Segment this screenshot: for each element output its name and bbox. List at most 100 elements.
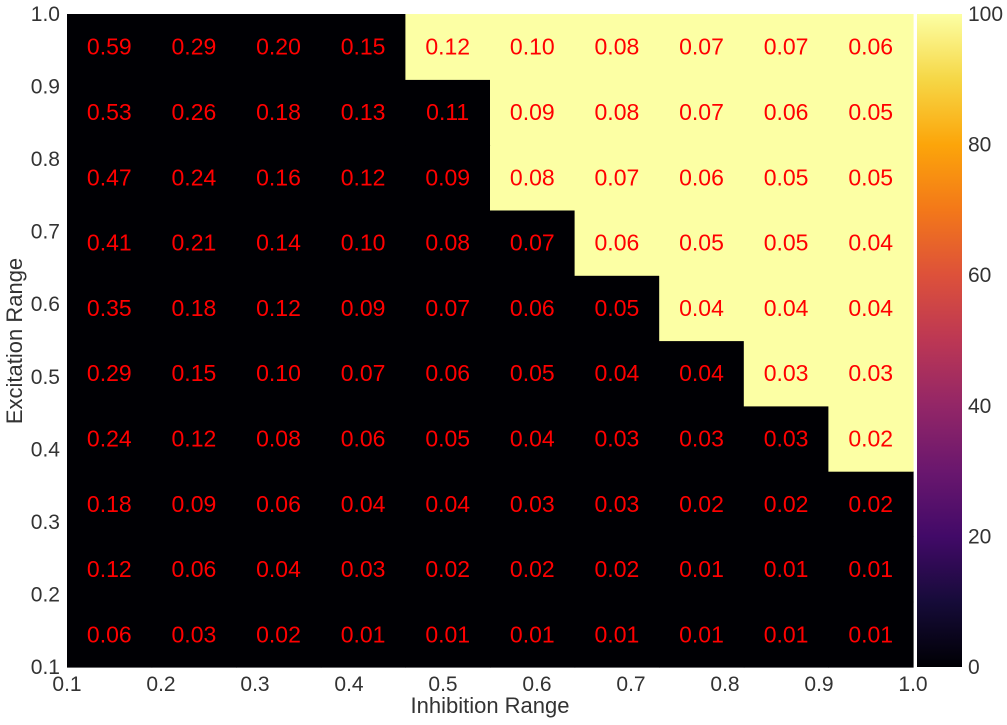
cell-value-label: 0.24 — [87, 425, 132, 451]
colorbar-tick-label: 80 — [968, 134, 991, 157]
cell-value-label: 0.29 — [87, 360, 132, 386]
cell-value-label: 0.59 — [87, 34, 132, 60]
heatmap-cell — [490, 471, 576, 537]
cell-value-label: 0.08 — [425, 230, 470, 256]
heatmap-cell — [151, 340, 237, 407]
cell-value-label: 0.05 — [510, 360, 555, 386]
cell-value-label: 0.03 — [510, 491, 555, 517]
heatmap-cell — [574, 340, 660, 407]
heatmap-cell — [236, 405, 322, 472]
heatmap-cell — [574, 79, 660, 146]
x-tick-label: 0.1 — [52, 673, 81, 696]
heatmap-cell — [743, 79, 829, 146]
cell-value-label: 0.20 — [256, 34, 301, 60]
colorbar-tick-label: 0 — [968, 656, 980, 679]
heatmap-cells — [67, 14, 914, 668]
x-axis-ticks: 0.1 0.2 0.3 0.4 0.5 0.6 0.7 0.8 0.9 1.0 — [52, 673, 927, 696]
cell-value-label: 0.05 — [848, 99, 893, 125]
heatmap-cell — [574, 275, 660, 342]
heatmap-cell — [67, 14, 153, 80]
heatmap-cell — [490, 79, 576, 146]
cell-value-label: 0.47 — [87, 164, 132, 190]
heatmap-cell — [574, 405, 660, 472]
heatmap-cell — [67, 405, 153, 472]
heatmap-cell — [574, 601, 660, 668]
heatmap-cell — [828, 601, 914, 668]
cell-value-label: 0.15 — [172, 360, 217, 386]
cell-value-label: 0.02 — [425, 556, 470, 582]
heatmap-cell — [743, 14, 829, 80]
heatmap-cell — [151, 405, 237, 472]
heatmap-cell — [659, 405, 745, 472]
y-tick-label: 0.7 — [31, 221, 60, 244]
cell-value-label: 0.07 — [595, 164, 640, 190]
cell-value-label: 0.10 — [256, 360, 301, 386]
cell-value-label: 0.07 — [679, 34, 724, 60]
heatmap-cell — [490, 14, 576, 80]
cell-value-label: 0.04 — [341, 491, 386, 517]
cell-value-label: 0.02 — [848, 425, 893, 451]
cell-value-label: 0.07 — [510, 230, 555, 256]
cell-value-label: 0.15 — [341, 34, 386, 60]
heatmap-cell — [828, 536, 914, 603]
heatmap-cell — [743, 340, 829, 407]
cell-value-label: 0.06 — [679, 164, 724, 190]
heatmap-cell — [490, 601, 576, 668]
cell-value-label: 0.09 — [341, 295, 386, 321]
heatmap-cell — [67, 79, 153, 146]
cell-value-label: 0.01 — [764, 621, 809, 647]
cell-value-label: 0.29 — [172, 34, 217, 60]
heatmap-cell — [236, 471, 322, 537]
heatmap-cell — [574, 144, 660, 211]
heatmap-cell — [236, 601, 322, 668]
heatmap-cell — [405, 536, 491, 603]
heatmap-cell — [405, 471, 491, 537]
heatmap-cell — [236, 79, 322, 146]
heatmap-cell — [659, 340, 745, 407]
cell-value-label: 0.05 — [679, 230, 724, 256]
cell-value-label: 0.05 — [595, 295, 640, 321]
cell-value-label: 0.03 — [764, 425, 809, 451]
colorbar-ticks: 0 20 40 60 80 100 — [968, 3, 1003, 679]
heatmap-cell — [490, 405, 576, 472]
cell-value-label: 0.06 — [848, 34, 893, 60]
cell-value-label: 0.05 — [425, 425, 470, 451]
cell-value-label: 0.04 — [256, 556, 301, 582]
cell-value-label: 0.12 — [341, 164, 386, 190]
heatmap-cell — [828, 340, 914, 407]
y-tick-label: 0.3 — [31, 511, 60, 534]
x-tick-label: 0.2 — [146, 673, 175, 696]
cell-value-label: 0.02 — [764, 491, 809, 517]
cell-value-label: 0.06 — [87, 621, 132, 647]
cell-value-label: 0.04 — [510, 425, 555, 451]
y-tick-label: 0.6 — [31, 293, 60, 316]
heatmap-cell — [67, 471, 153, 537]
heatmap-cell — [743, 209, 829, 276]
heatmap-cell — [659, 471, 745, 537]
cell-value-label: 0.01 — [679, 556, 724, 582]
cell-value-label: 0.24 — [172, 164, 217, 190]
heatmap-cell — [659, 79, 745, 146]
cell-value-label: 0.01 — [764, 556, 809, 582]
colorbar-tick-label: 40 — [968, 395, 991, 418]
heatmap-cell — [659, 14, 745, 80]
heatmap-cell — [659, 209, 745, 276]
heatmap-cell — [574, 14, 660, 80]
cell-value-label: 0.08 — [595, 99, 640, 125]
heatmap-cell — [659, 536, 745, 603]
y-axis-label: Excitation Range — [2, 258, 27, 424]
heatmap-cell — [828, 14, 914, 80]
cell-value-label: 0.01 — [510, 621, 555, 647]
heatmap-cell — [405, 14, 491, 80]
cell-value-label: 0.02 — [256, 621, 301, 647]
heatmap-cell — [574, 209, 660, 276]
cell-value-label: 0.07 — [764, 34, 809, 60]
cell-value-label: 0.04 — [848, 295, 893, 321]
heatmap-cell — [828, 405, 914, 472]
y-tick-label: 0.1 — [31, 656, 60, 679]
heatmap-cell — [405, 601, 491, 668]
heatmap-cell — [151, 601, 237, 668]
heatmap-cell — [743, 144, 829, 211]
heatmap-cell — [320, 536, 406, 603]
